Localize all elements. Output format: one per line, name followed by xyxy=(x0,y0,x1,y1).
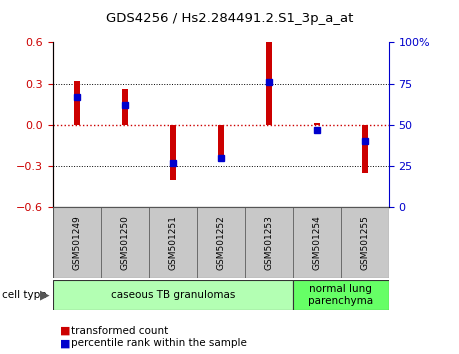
Bar xyxy=(74,81,79,125)
Bar xyxy=(292,207,340,278)
Bar xyxy=(169,125,175,180)
Text: GSM501254: GSM501254 xyxy=(312,215,320,270)
Bar xyxy=(122,89,128,125)
Text: caseous TB granulomas: caseous TB granulomas xyxy=(111,290,235,300)
Text: GDS4256 / Hs2.284491.2.S1_3p_a_at: GDS4256 / Hs2.284491.2.S1_3p_a_at xyxy=(106,12,353,25)
Text: ■: ■ xyxy=(60,326,70,336)
Text: ■: ■ xyxy=(60,338,70,348)
Bar xyxy=(218,125,223,155)
Bar xyxy=(101,207,149,278)
Text: normal lung
parenchyma: normal lung parenchyma xyxy=(308,284,373,306)
Text: GSM501251: GSM501251 xyxy=(168,215,177,270)
Text: percentile rank within the sample: percentile rank within the sample xyxy=(71,338,246,348)
Bar xyxy=(53,207,101,278)
Text: cell type: cell type xyxy=(2,290,47,300)
Bar xyxy=(340,207,388,278)
Text: GSM501255: GSM501255 xyxy=(359,215,369,270)
Bar xyxy=(149,207,196,278)
Bar xyxy=(361,125,367,173)
Bar xyxy=(53,280,292,310)
Bar xyxy=(244,207,292,278)
Text: GSM501252: GSM501252 xyxy=(216,215,225,270)
Bar xyxy=(265,42,271,125)
Bar xyxy=(196,207,244,278)
Text: GSM501253: GSM501253 xyxy=(264,215,273,270)
Bar xyxy=(292,280,388,310)
Text: GSM501249: GSM501249 xyxy=(72,215,81,270)
Bar xyxy=(313,124,319,125)
Text: GSM501250: GSM501250 xyxy=(120,215,129,270)
Text: ▶: ▶ xyxy=(40,288,50,301)
Text: transformed count: transformed count xyxy=(71,326,168,336)
